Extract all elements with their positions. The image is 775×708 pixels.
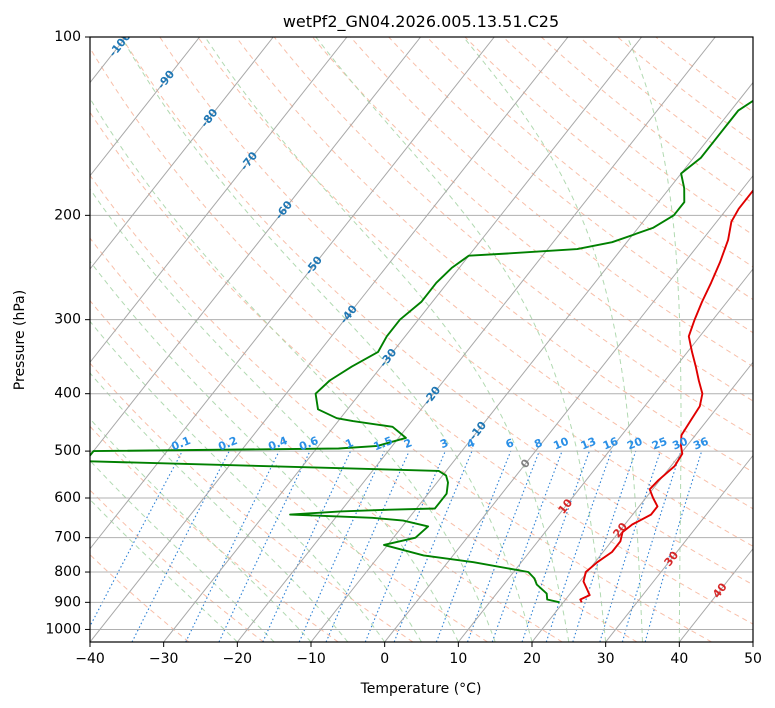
axis-layer: −40 −30 −20 −10 0 10 20 30 40 50 1000 900 800 700 600 5… <box>45 29 762 667</box>
mixing-ratio-label: 2 <box>402 436 414 451</box>
y-tick-label: 400 <box>54 386 81 402</box>
label-layer: 010203040-100-90-80-70-60-50-40-30-20-10… <box>106 37 730 601</box>
x-axis-label: Temperature (°C) <box>360 681 482 697</box>
x-tick-label: −10 <box>296 651 326 667</box>
isotherm-gridline <box>457 268 753 642</box>
mixing-ratio-label: 3 <box>438 436 450 451</box>
dry-adiabat <box>579 37 753 173</box>
x-tick-label: −20 <box>223 651 253 667</box>
mixing-ratio-line <box>621 450 682 642</box>
moist-adiabat <box>120 37 533 642</box>
y-tick-label: 100 <box>54 29 81 45</box>
y-tick-label: 200 <box>54 207 81 223</box>
grid-layer <box>90 37 753 642</box>
x-tick-label: 50 <box>744 651 762 667</box>
mixing-ratio-line <box>572 450 637 642</box>
mixing-ratio-line <box>325 450 410 642</box>
dewpoint-profile <box>90 99 753 604</box>
plot-frame <box>89 36 754 643</box>
mixing-ratio-line <box>599 450 661 642</box>
mixing-ratio-line <box>545 450 613 642</box>
isotherm-gridline <box>90 37 348 364</box>
dry-adiabat <box>90 425 339 642</box>
isotherm-gridline <box>90 37 274 270</box>
y-tick-label: 600 <box>54 490 81 506</box>
moist-adiabat <box>90 260 422 642</box>
dry-adiabat <box>388 37 753 334</box>
x-tick-label: 20 <box>523 651 541 667</box>
mixing-ratio-label: 20 <box>625 435 644 453</box>
x-tick-label: 0 <box>380 651 389 667</box>
moist-adiabat <box>90 372 349 642</box>
mixing-ratio-line <box>298 450 385 642</box>
moist-adiabat <box>315 37 607 642</box>
isotherm-gridline <box>236 37 716 642</box>
dry-adiabat <box>90 47 753 625</box>
moist-adiabat <box>463 37 643 642</box>
dry-adiabat <box>350 37 753 368</box>
isotherm-gridline <box>531 361 753 642</box>
mixing-ratio-label: 36 <box>691 435 710 453</box>
moist-adiabat <box>90 188 459 642</box>
isotherm-gridline <box>163 37 643 642</box>
y-tick-label: 700 <box>54 530 81 546</box>
dry-adiabat <box>159 37 753 547</box>
y-tick-label: 500 <box>54 443 81 459</box>
moist-adiabat <box>90 320 386 642</box>
y-tick-label: 800 <box>54 564 81 580</box>
series-layer <box>90 99 753 604</box>
isotherm-gridline <box>310 81 753 642</box>
mixing-ratio-line <box>364 450 446 642</box>
mixing-ratio-line <box>521 450 590 642</box>
dry-adiabat <box>540 37 753 204</box>
temperature-profile <box>579 189 753 603</box>
mixing-ratio-label: 1 <box>343 436 355 451</box>
y-tick-label: 1000 <box>45 621 81 637</box>
isotherm-gridline <box>90 37 201 177</box>
x-tick-label: −30 <box>149 651 179 667</box>
mixing-ratio-line <box>185 450 280 642</box>
dry-adiabat <box>90 174 638 642</box>
isotherm-gridline <box>90 37 569 642</box>
dry-adiabat <box>273 37 753 437</box>
mixing-ratio-label: 10 <box>552 435 571 453</box>
dry-adiabat <box>90 111 712 642</box>
dry-adiabat <box>90 237 563 642</box>
isotherm-gridline <box>384 174 753 642</box>
isotherm-gridline <box>90 37 495 550</box>
x-tick-label: 30 <box>597 651 615 667</box>
isotherm-gridline <box>605 454 753 642</box>
dry-adiabat <box>197 37 753 510</box>
x-tick-label: 10 <box>449 651 467 667</box>
mixing-ratio-line <box>435 450 512 642</box>
dry-adiabat <box>90 489 264 642</box>
dry-adiabat <box>121 37 753 586</box>
x-tick-label: −40 <box>75 651 105 667</box>
mixing-ratio-label: 30 <box>671 435 690 453</box>
mixing-ratio-line <box>90 450 183 628</box>
mixing-ratio-label: 8 <box>532 436 544 451</box>
mixing-ratio-line <box>466 450 540 642</box>
y-axis-label: Pressure (hPa) <box>12 290 28 390</box>
dry-adiabat <box>312 37 753 402</box>
dry-adiabat <box>617 37 753 143</box>
mixing-ratio-label: 13 <box>579 435 598 453</box>
isotherm-gridline <box>90 37 422 457</box>
mixing-ratio-line <box>491 450 563 642</box>
y-tick-label: 900 <box>54 594 81 610</box>
y-tick-label: 300 <box>54 312 81 328</box>
mixing-ratio-label: 25 <box>650 435 669 453</box>
x-tick-label: 40 <box>670 651 688 667</box>
mixing-ratio-label: 16 <box>601 435 620 453</box>
chart-title: wetPf2_GN04.2026.005.13.51.C25 <box>283 12 559 32</box>
moist-adiabat <box>626 37 682 642</box>
